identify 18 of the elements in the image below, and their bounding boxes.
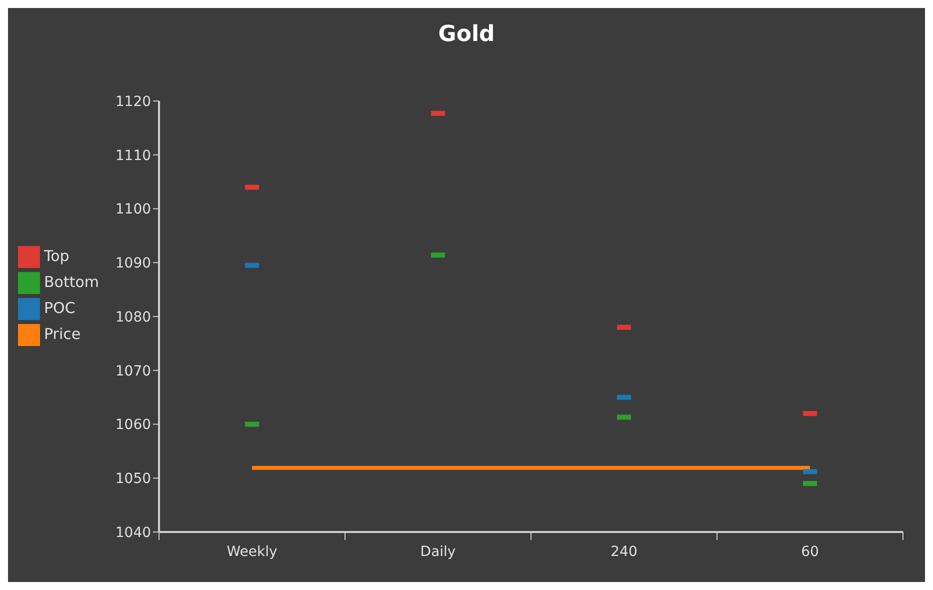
x-tick-label: 60 (801, 544, 819, 560)
y-tick-label: 1070 (115, 363, 152, 380)
y-tick-label: 1100 (115, 202, 152, 218)
legend-label: Bottom (44, 273, 100, 291)
y-tick-label: 1090 (115, 256, 152, 272)
y-tick-label: 1080 (115, 309, 152, 326)
y-tick-label: 1110 (115, 148, 152, 164)
x-tick-label: 240 (610, 544, 638, 560)
legend-label: Top (44, 247, 70, 265)
chart-title: Gold (437, 22, 496, 47)
y-tick-label: 1050 (115, 471, 152, 488)
y-tick-label: 1120 (115, 94, 152, 110)
x-tick-label: Daily (420, 544, 456, 560)
y-tick-label: 1060 (115, 417, 152, 434)
x-tick-label: Weekly (226, 544, 278, 560)
legend-label: POC (44, 299, 76, 317)
y-tick-label: 1040 (115, 524, 152, 541)
legend-label: Price (44, 325, 81, 343)
